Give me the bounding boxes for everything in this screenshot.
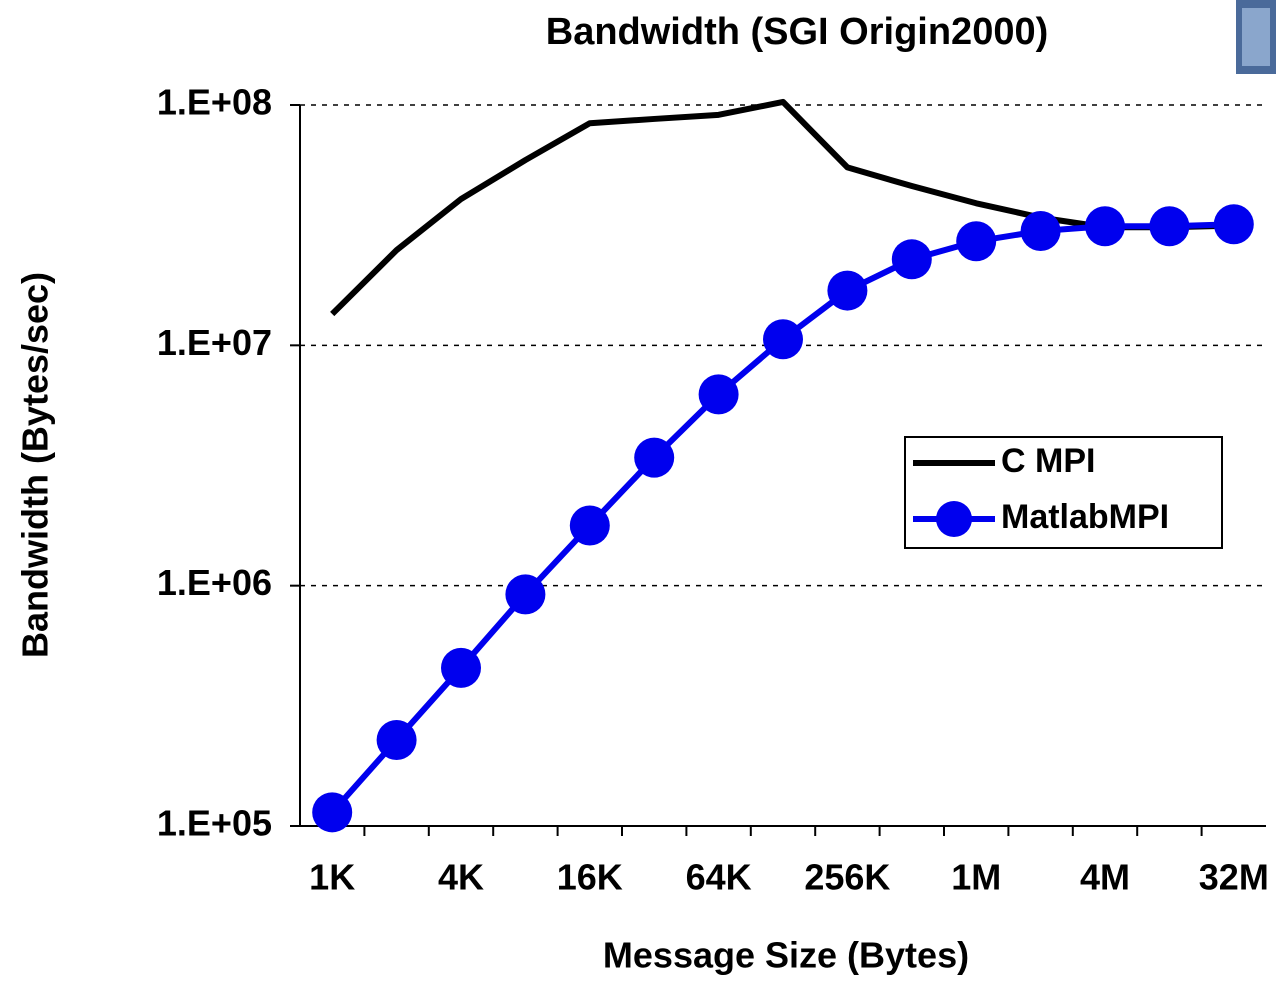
marker <box>1085 206 1125 247</box>
x-tick-label: 32M <box>1199 857 1269 898</box>
marker <box>569 505 610 546</box>
y-tick-label: 1.E+05 <box>157 803 272 844</box>
x-tick-label: 1K <box>309 857 355 898</box>
x-tick-label: 16K <box>557 857 623 898</box>
series-line <box>330 98 1234 317</box>
marker <box>827 270 868 311</box>
legend-label: C MPI <box>1001 442 1095 480</box>
marker <box>376 719 417 760</box>
y-tick-label: 1.E+06 <box>157 562 272 603</box>
x-tick-label: 4K <box>438 857 484 898</box>
y-tick-label: 1.E+07 <box>157 322 272 363</box>
marker <box>505 574 546 615</box>
marker <box>634 437 675 478</box>
marker <box>1213 204 1254 245</box>
corner-icon-inner <box>1242 8 1270 66</box>
marker <box>312 792 353 833</box>
marker <box>1020 211 1061 252</box>
marker <box>441 647 481 688</box>
y-tick-label: 1.E+08 <box>157 82 272 123</box>
marker <box>763 319 803 360</box>
x-tick-label: 4M <box>1080 857 1130 898</box>
marker <box>698 374 739 415</box>
x-tick-label: 64K <box>686 857 752 898</box>
marker <box>891 239 932 280</box>
chart-title: Bandwidth (SGI Origin2000) <box>546 11 1049 53</box>
legend-marker <box>936 501 972 537</box>
marker <box>1149 206 1190 247</box>
y-axis-label: Bandwidth (Bytes/sec) <box>15 272 56 658</box>
x-axis-label: Message Size (Bytes) <box>603 935 969 976</box>
legend-label: MatlabMPI <box>1001 498 1169 536</box>
x-tick-label: 1M <box>951 857 1001 898</box>
x-tick-label: 256K <box>804 857 890 898</box>
marker <box>956 221 997 262</box>
